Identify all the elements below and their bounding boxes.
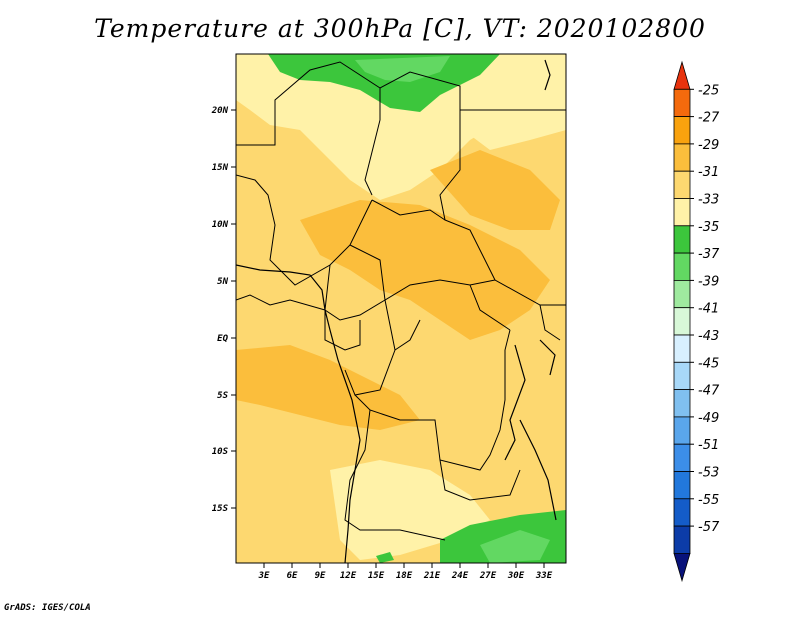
lat-label-EQ: EQ <box>217 334 228 344</box>
lon-label-27E: 27E <box>479 571 497 581</box>
lon-label-24E: 24E <box>451 571 469 581</box>
chart-title: Temperature at 300hPa [C], VT: 202010280… <box>94 14 706 43</box>
lon-label-15E: 15E <box>368 571 385 581</box>
lat-label-15N: 15N <box>212 163 229 173</box>
colorbar-box <box>673 443 691 472</box>
lon-label-6E: 6E <box>287 571 298 581</box>
field-region-35-northeast <box>460 82 566 150</box>
lat-axis: 20N 15N 10N 5N EQ 5S 10S 15S <box>211 106 236 514</box>
colorbar-box <box>673 198 691 227</box>
colorbar-label: -55 <box>698 493 719 508</box>
colorbar-box <box>673 498 691 527</box>
lat-label-5N: 5N <box>217 277 228 287</box>
lat-label-20N: 20N <box>211 106 229 116</box>
colorbar-box <box>673 389 691 418</box>
colorbar-box <box>673 116 691 145</box>
colorbar-bottom-triangle <box>673 553 691 583</box>
colorbar-box <box>673 361 691 390</box>
lon-tick-30E: 30E <box>507 563 525 581</box>
lon-tick-18E: 18E <box>396 563 413 581</box>
colorbar-label: -31 <box>698 165 719 180</box>
colorbar-top-triangle <box>673 60 691 90</box>
colorbar-box <box>673 471 691 500</box>
lon-label-30E: 30E <box>507 571 525 581</box>
field-region-39-north <box>355 56 450 82</box>
colorbar-label: -49 <box>698 411 719 426</box>
colorbar-box <box>673 416 691 445</box>
colorbar-box <box>673 143 691 172</box>
lon-label-33E: 33E <box>535 571 553 581</box>
colorbar-box <box>673 170 691 199</box>
colorbar-box <box>673 252 691 281</box>
colorbar-label: -25 <box>698 83 719 98</box>
colorbar-label: -41 <box>698 302 719 317</box>
map-frame <box>235 53 567 564</box>
field-region-39-south <box>480 530 550 563</box>
country-borders <box>236 61 566 541</box>
lon-tick-33E: 33E <box>535 563 553 581</box>
colorbar-label: -27 <box>698 111 720 126</box>
lon-label-12E: 12E <box>340 571 357 581</box>
colorbar-box <box>673 525 691 554</box>
lat-label-5S: 5S <box>217 391 228 401</box>
lon-label-3E: 3E <box>258 571 270 581</box>
temperature-field <box>236 54 566 563</box>
colorbar-label: -45 <box>698 356 719 371</box>
lon-tick-27E: 27E <box>479 563 497 581</box>
colorbar-label: -29 <box>698 138 719 153</box>
lon-tick-15E: 15E <box>368 563 385 581</box>
lon-label-21E: 21E <box>423 571 441 581</box>
grads-credit: GrADS: IGES/COLA <box>4 603 91 613</box>
colorbar-box <box>673 225 691 254</box>
colorbar-label: -53 <box>698 466 719 481</box>
lon-tick-9E: 9E <box>315 563 326 581</box>
lat-label-15S: 15S <box>212 504 229 514</box>
field-region-31-west <box>236 345 420 430</box>
colorbar-label: -35 <box>698 220 719 235</box>
field-region-31-central <box>300 200 550 340</box>
lon-label-18E: 18E <box>396 571 413 581</box>
lon-tick-21E: 21E <box>423 563 441 581</box>
field-region-31-east <box>430 150 560 230</box>
lat-tick-10S: 10S <box>212 447 236 457</box>
lat-tick-15N: 15N <box>212 163 236 173</box>
lat-label-10N: 10N <box>212 220 229 230</box>
lon-label-9E: 9E <box>315 571 326 581</box>
colorbar: -25 -27 -29 -31 -33 -35 -37 -39 -41 -43 -45 -47 -49 -… <box>673 60 720 583</box>
lon-tick-6E: 6E <box>287 563 298 581</box>
lat-tick-5N: 5N <box>217 277 236 287</box>
colorbar-box <box>673 307 691 336</box>
colorbar-box <box>673 334 691 363</box>
lat-tick-5S: 5S <box>217 391 236 401</box>
colorbar-label: -39 <box>698 274 719 289</box>
colorbar-label: -43 <box>698 329 719 344</box>
colorbar-label: -33 <box>698 193 719 208</box>
lon-tick-3E: 3E <box>258 563 270 581</box>
lat-tick-15S: 15S <box>212 504 236 514</box>
colorbar-label: -37 <box>698 247 720 262</box>
lon-axis: 3E 6E 9E 12E 15E 18E 21E 24E 27E 30E 33E <box>258 563 553 581</box>
lat-tick-20N: 20N <box>211 106 236 116</box>
lat-tick-EQ: EQ <box>217 334 236 344</box>
lon-tick-12E: 12E <box>340 563 357 581</box>
coastline <box>236 59 557 563</box>
lon-tick-24E: 24E <box>451 563 469 581</box>
colorbar-label: -47 <box>698 384 720 399</box>
field-region-37-spot <box>376 552 394 563</box>
colorbar-box <box>673 88 691 118</box>
lat-label-10S: 10S <box>212 447 229 457</box>
lat-tick-10N: 10N <box>212 220 236 230</box>
colorbar-label: -57 <box>698 520 720 535</box>
colorbar-box <box>673 279 691 309</box>
colorbar-label: -51 <box>698 438 719 453</box>
